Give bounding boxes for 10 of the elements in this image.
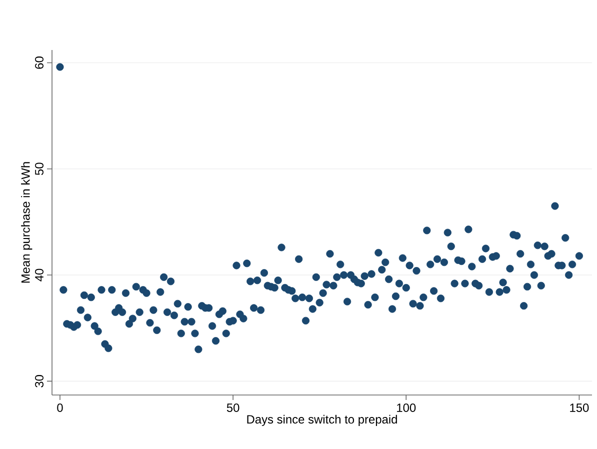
x-tick-label: 0 [57, 404, 63, 412]
x-tick-label: 50 [226, 404, 240, 412]
y-tick-label: 50 [35, 162, 44, 176]
y-tick-label: 30 [35, 375, 44, 388]
y-axis-title: Mean purchase in kWh [21, 162, 32, 283]
x-tick-label: 150 [570, 404, 589, 412]
x-tick-label: 100 [397, 404, 416, 412]
y-tick-label: 40 [35, 268, 44, 282]
x-axis-title: Days since switch to prepaid [247, 414, 397, 426]
y-tick-label: 60 [35, 56, 44, 69]
